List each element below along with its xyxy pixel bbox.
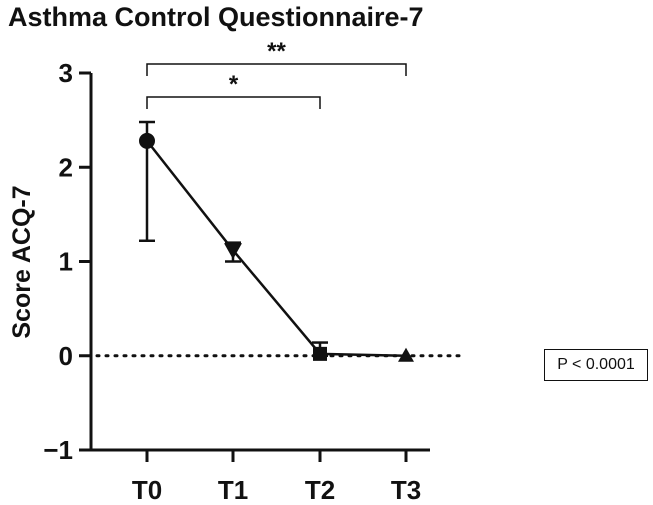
chart-title: Asthma Control Questionnaire-7 [8,2,424,32]
data-markers [139,132,414,362]
series-lines [146,140,407,357]
x-tick-label-t0: T0 [132,475,162,505]
y-axis-label: Score ACQ-7 [8,185,36,338]
data-point-square [313,346,327,361]
series-line [146,140,407,357]
axes: −1 0 1 2 3 T0 T1 T2 T3 [43,58,430,505]
data-point-triangle-down [224,243,242,260]
significance-label: * [229,71,239,98]
y-tick-label: 1 [59,247,73,277]
significance-bracket [146,96,321,109]
x-tick-label-t2: T2 [305,475,335,505]
error-bars [139,120,328,357]
y-tick-label: −1 [43,435,73,465]
significance-label: ** [267,38,286,65]
x-tick-label-t1: T1 [218,475,248,505]
y-tick-label: 3 [59,58,73,88]
data-point-circle [139,132,155,149]
data-point-triangle-up [398,347,414,362]
p-value-annotation: P < 0.0001 [544,349,648,381]
x-tick-label-t3: T3 [391,475,421,505]
y-tick-label: 0 [59,341,73,371]
significance-brackets: *** [146,38,407,109]
significance-bracket [146,63,407,76]
y-tick-label: 2 [59,152,73,182]
